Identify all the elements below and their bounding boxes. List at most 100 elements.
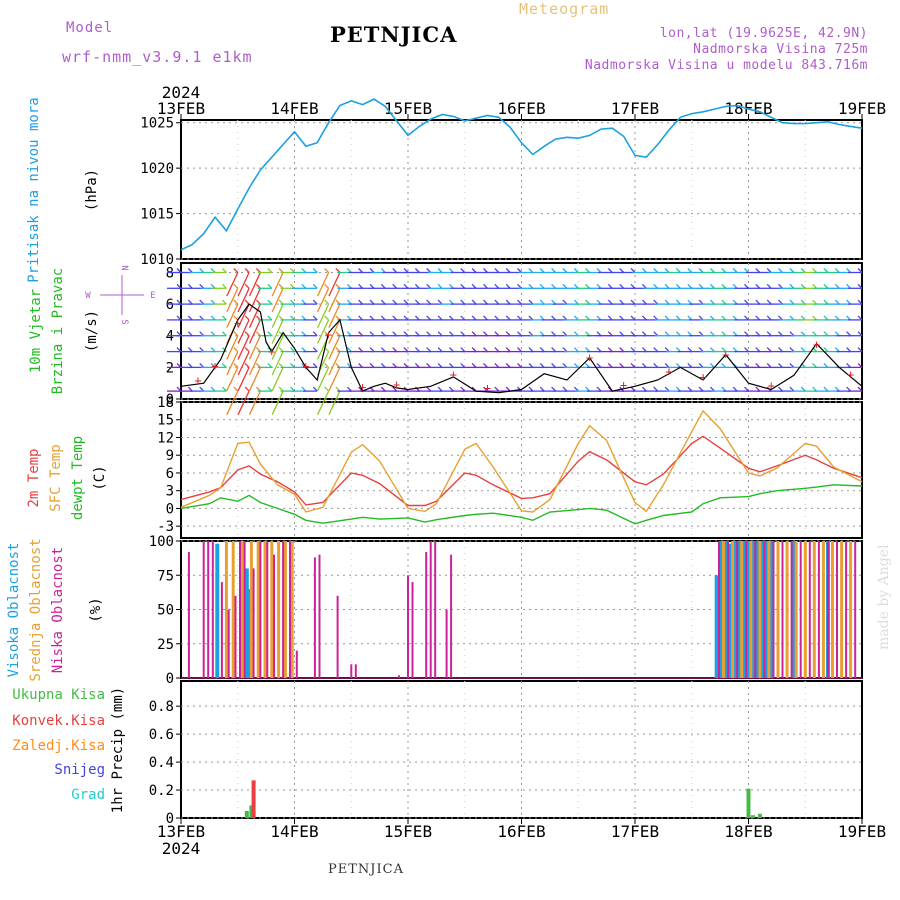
- wind-barb-flag: [641, 386, 647, 392]
- precip-frame: [180, 680, 863, 819]
- wind-barb-flag: [471, 347, 477, 353]
- wind-barb-flag: [312, 299, 318, 305]
- wind-barb-flag: [607, 347, 613, 353]
- wind-barb-flag: [290, 362, 295, 368]
- wind-barb-flag: [267, 362, 273, 368]
- wind-barb-flag: [709, 386, 715, 392]
- wind-barb-flag: [766, 347, 772, 353]
- wind-barb-flag: [528, 299, 534, 305]
- cloud-bar-2: [754, 541, 757, 678]
- temperature-ytick-label: 12: [157, 430, 174, 446]
- wind-barb-flag: [346, 386, 352, 392]
- wind-barb-flag: [290, 268, 295, 273]
- year-label-bottom: 2024: [162, 839, 201, 858]
- wind-barb-flag: [596, 331, 602, 337]
- time-label-top: 14FEB: [270, 99, 318, 118]
- wind-barb-flag: [335, 283, 341, 289]
- wind-barb-flag: [709, 331, 715, 337]
- model-name: wrf-nmm_v3.9.1 e1km: [62, 48, 253, 66]
- time-label-bottom: 17FEB: [611, 822, 659, 841]
- wind-barb-flag: [778, 268, 783, 273]
- cloud-ytick-label: 75: [157, 568, 174, 584]
- wind-barb-flag: [619, 268, 625, 273]
- wind-barb-flag: [403, 315, 409, 321]
- wind-barb-flag: [460, 386, 466, 392]
- wind-barb: [328, 367, 341, 392]
- wind-barb-flag: [358, 362, 364, 368]
- wind-barb-flag: [267, 331, 273, 337]
- cloud-bar-2: [718, 541, 720, 678]
- wind-barb-flag: [789, 386, 795, 392]
- cloud-bar-1: [849, 541, 853, 678]
- wind-barb: [226, 335, 239, 360]
- cloud-ylabel-mid: Srednja Oblacnost: [28, 538, 44, 681]
- wind-barb: [237, 367, 250, 392]
- wind-barb: [226, 367, 239, 392]
- wind-barb-flag: [380, 386, 386, 392]
- wind-barb-flag: [176, 268, 182, 273]
- wind-ytick-label: 0: [166, 392, 174, 408]
- wind-barb-flag: [664, 315, 670, 321]
- wind-barb-flag: [641, 347, 647, 353]
- wind-barb-flag: [744, 362, 749, 368]
- compass-west: W: [85, 291, 91, 301]
- cloud-bar-2: [295, 650, 298, 678]
- wind-barb-flag: [403, 299, 409, 305]
- wind-barb-flag: [675, 268, 681, 273]
- footer-station: PETNJICA: [328, 862, 404, 877]
- wind-barb-flag: [573, 299, 579, 305]
- wind-barb-flag: [607, 299, 613, 305]
- wind-barb-flag: [619, 362, 625, 368]
- compass-south: S: [119, 319, 129, 324]
- wind-barb-flag: [278, 386, 284, 392]
- wind-barb-flag: [244, 268, 250, 273]
- temp-line-0: [180, 435, 863, 507]
- wind-barb-flag: [755, 268, 761, 273]
- wind-barb-flag: [641, 268, 647, 273]
- wind-barb-flag: [301, 315, 307, 321]
- wind-barb-flag: [607, 283, 613, 289]
- wind-barb-flag: [653, 386, 659, 392]
- wind-barb-flag: [346, 347, 352, 353]
- wind-barb-flag: [255, 362, 261, 368]
- cloud-bar-2: [227, 609, 230, 678]
- cloud-bar-1: [785, 541, 789, 678]
- cloud-bar-1: [740, 541, 744, 678]
- cloud-bar-0: [760, 541, 765, 678]
- wind-barb-flag: [448, 386, 454, 392]
- wind-barb-flag: [244, 362, 250, 368]
- wind-barb-flag: [494, 331, 500, 337]
- wind-barb: [226, 272, 239, 297]
- wind-barb-flag: [675, 315, 681, 321]
- wind-barb-flag: [664, 347, 670, 353]
- wind-barb-flag: [698, 347, 704, 353]
- wind-barb: [271, 272, 284, 297]
- wind-barb-flag: [483, 331, 488, 337]
- wind-barb-flag: [244, 331, 250, 337]
- wind-gust-marker: +: [268, 345, 275, 359]
- temp-line-1: [180, 409, 863, 513]
- cloud-bar-2: [445, 609, 448, 678]
- wind-barb-flag: [312, 347, 318, 353]
- precip-legend-2: Zaledj.Kisa: [12, 738, 105, 754]
- wind-barb-flag: [687, 386, 693, 392]
- temperature-ytick-label: 18: [157, 395, 174, 411]
- pressure-line: [180, 98, 863, 251]
- wind-barb-flag: [800, 347, 806, 353]
- wind-barb: [248, 351, 261, 376]
- wind-barb-flag: [539, 347, 545, 353]
- wind-barb-flag: [448, 331, 454, 337]
- wind-barb: [271, 319, 284, 344]
- wind-barb-flag: [585, 386, 591, 392]
- temperature-ytick-label: -3: [157, 519, 174, 535]
- wind-barb-flag: [392, 299, 398, 305]
- cloud-bar-2: [411, 582, 414, 678]
- wind-barb-flag: [664, 299, 670, 305]
- wind-barb-flag: [233, 299, 239, 305]
- wind-barb-flag: [778, 315, 783, 321]
- wind-barb-flag: [857, 299, 863, 305]
- wind-barb-flag: [369, 347, 375, 353]
- cloud-bar-2: [207, 541, 210, 678]
- cloud-bar-2: [313, 557, 316, 678]
